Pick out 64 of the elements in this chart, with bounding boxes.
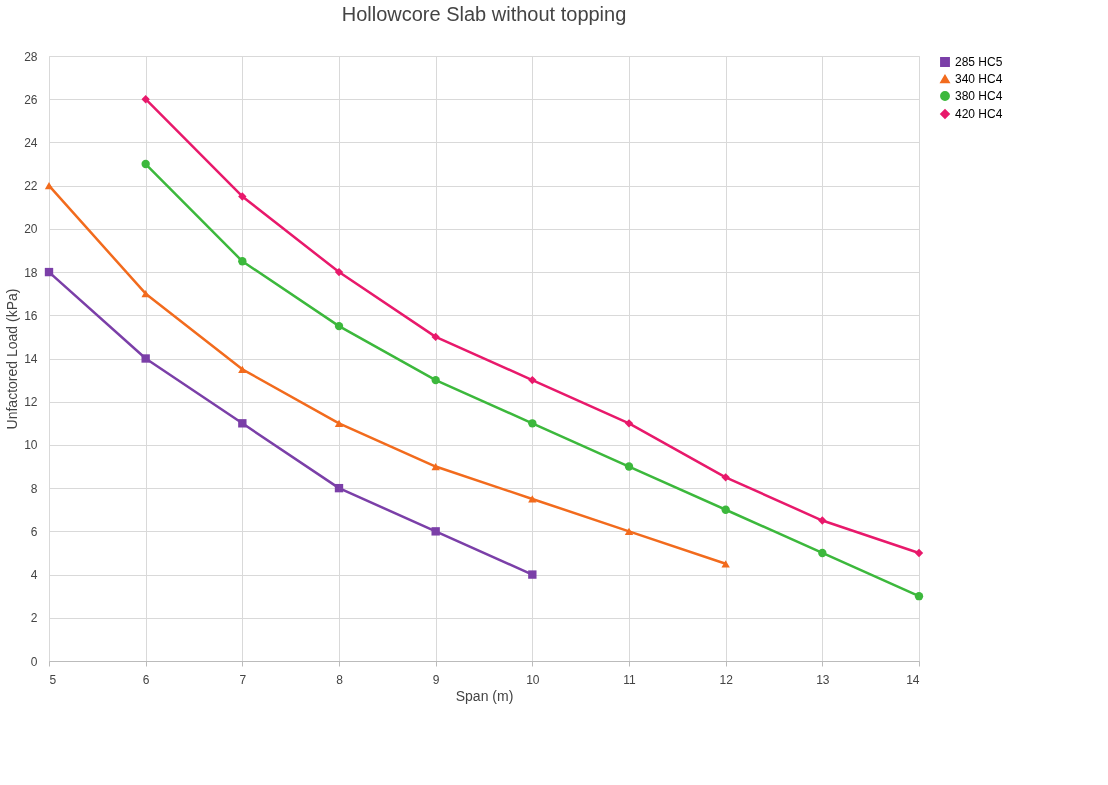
legend-label: 380 HC4	[955, 89, 1003, 103]
y-tick-label: 12	[24, 395, 38, 410]
x-tick-label: 14	[906, 672, 920, 687]
point	[431, 527, 440, 536]
point	[528, 570, 537, 579]
point	[238, 192, 247, 201]
x-tick-label: 7	[239, 672, 247, 687]
x-tick-label: 5	[49, 672, 57, 687]
point	[624, 462, 634, 471]
point	[334, 483, 344, 493]
point	[141, 159, 150, 169]
y-tick-label: 16	[24, 308, 38, 323]
point	[44, 267, 54, 277]
point	[818, 548, 827, 558]
y-tick-label: 8	[30, 481, 38, 496]
point	[334, 267, 344, 277]
point	[334, 419, 344, 427]
point	[818, 516, 827, 525]
point	[238, 365, 247, 373]
point	[238, 257, 247, 266]
x-tick-label: 9	[432, 672, 440, 687]
y-tick-label: 2	[30, 611, 38, 626]
x-tick-label: 11	[623, 672, 637, 687]
point	[141, 95, 150, 104]
y-tick-label: 24	[24, 135, 38, 150]
point	[721, 505, 730, 514]
point	[624, 419, 634, 428]
x-tick-label: 12	[719, 672, 734, 687]
point	[528, 419, 537, 428]
point	[721, 473, 730, 482]
y-tick-label: 0	[30, 654, 38, 669]
y-tick-label: 6	[30, 524, 38, 539]
point	[528, 375, 537, 385]
x-axis-title: Span (m)	[455, 687, 514, 704]
y-tick-label: 14	[24, 352, 38, 366]
y-tick-label: 18	[24, 265, 38, 280]
point	[431, 375, 440, 385]
y-tick-label: 20	[24, 222, 38, 237]
x-tick-label: 8	[336, 672, 344, 687]
x-tick-label: 10	[526, 672, 540, 687]
x-tick-label: 6	[142, 672, 150, 687]
point	[431, 332, 440, 342]
y-axis-title: Unfactored Load (kPa)	[4, 288, 21, 430]
point	[914, 592, 924, 601]
point	[44, 182, 54, 190]
chart-title: Hollowcore Slab without topping	[341, 3, 627, 25]
point	[334, 321, 344, 331]
point	[238, 419, 247, 428]
point	[431, 462, 440, 471]
y-tick-label: 10	[24, 438, 38, 453]
point	[141, 354, 150, 363]
y-tick-label: 4	[30, 568, 38, 583]
y-tick-label: 28	[24, 49, 38, 64]
point	[141, 290, 150, 298]
y-tick-label: 26	[24, 92, 38, 107]
x-tick-label: 13	[816, 672, 830, 687]
point	[721, 560, 730, 568]
legend-label: 285 HC5	[955, 55, 1003, 69]
legend-label: 420 HC4	[955, 107, 1003, 121]
y-tick-label: 22	[24, 179, 38, 194]
legend-label: 340 HC4	[955, 72, 1003, 86]
point	[624, 527, 634, 535]
point	[528, 495, 537, 503]
point	[914, 548, 924, 558]
